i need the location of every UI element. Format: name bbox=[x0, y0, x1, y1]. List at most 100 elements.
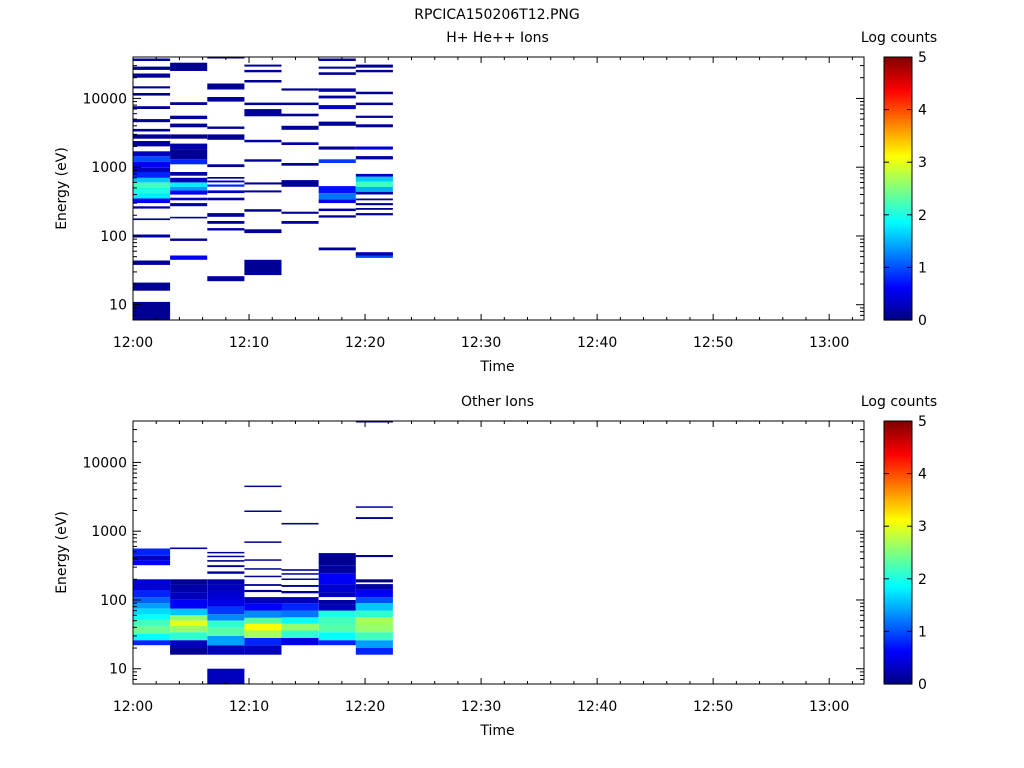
heatmap-cell bbox=[207, 184, 245, 187]
heatmap-cell bbox=[355, 506, 393, 508]
y-tick-label: 1000 bbox=[91, 524, 127, 540]
colorbar-segment bbox=[884, 539, 912, 543]
heatmap-cell bbox=[281, 221, 319, 224]
heatmap-cell bbox=[244, 485, 282, 488]
heatmap-cell bbox=[170, 190, 208, 195]
colorbar-segment bbox=[884, 206, 912, 209]
colorbar-segment bbox=[884, 252, 912, 255]
colorbar-segment bbox=[884, 447, 912, 451]
heatmap-cell bbox=[207, 134, 245, 140]
heatmap-cell bbox=[355, 156, 393, 160]
heatmap-cell bbox=[355, 603, 393, 611]
colorbar-segment bbox=[884, 243, 912, 247]
heatmap-cell bbox=[170, 600, 208, 609]
heatmap-cell bbox=[355, 421, 393, 423]
heatmap-cell bbox=[281, 211, 319, 214]
heatmap-cell bbox=[318, 632, 356, 641]
colorbar-segment bbox=[884, 298, 912, 301]
heatmap-cell bbox=[170, 197, 208, 201]
heatmap-cell bbox=[355, 589, 393, 598]
colorbar-segment bbox=[884, 462, 912, 466]
colorbar-segment bbox=[884, 107, 912, 111]
heatmap-cell bbox=[133, 73, 171, 78]
heatmap-cell bbox=[170, 203, 208, 207]
colorbar-segment bbox=[884, 431, 912, 435]
heatmap-cell bbox=[355, 610, 393, 618]
heatmap-cell bbox=[170, 115, 208, 120]
heatmap-cell bbox=[318, 553, 356, 566]
heatmap-cell bbox=[281, 573, 319, 575]
heatmap-cell bbox=[355, 517, 393, 519]
heatmap-cell bbox=[133, 301, 171, 320]
colorbar-segment bbox=[884, 453, 912, 457]
colorbar-segment bbox=[884, 291, 912, 295]
colorbar-segment bbox=[884, 216, 912, 220]
colorbar-segment bbox=[884, 179, 912, 183]
heatmap-cell bbox=[355, 124, 393, 128]
colorbar-segment bbox=[884, 173, 912, 176]
colorbar-segment bbox=[884, 282, 912, 286]
colorbar-segment bbox=[884, 675, 912, 679]
colorbar-segment bbox=[884, 278, 912, 282]
colorbar-segment bbox=[884, 644, 912, 648]
colorbar-segment bbox=[884, 315, 912, 319]
heatmap-cell bbox=[355, 146, 393, 150]
heatmap-cell bbox=[355, 253, 393, 258]
colorbar-segment bbox=[884, 488, 912, 492]
heatmap-cell bbox=[170, 592, 208, 600]
heatmap-cell bbox=[207, 551, 245, 554]
heatmap-cell bbox=[133, 141, 171, 147]
colorbar-segment bbox=[884, 635, 912, 639]
colorbar-segment bbox=[884, 528, 912, 532]
heatmap-cell bbox=[133, 187, 171, 194]
colorbar-segment bbox=[884, 96, 912, 100]
colorbar-segment bbox=[884, 230, 912, 233]
colorbar-segment bbox=[884, 199, 912, 203]
colorbar-segment bbox=[884, 576, 912, 580]
colorbar-segment bbox=[884, 166, 912, 170]
colorbar-segment bbox=[884, 521, 912, 525]
heatmap-cell bbox=[355, 579, 393, 583]
heatmap-cell bbox=[281, 142, 319, 145]
heatmap-cell bbox=[355, 115, 393, 118]
colorbar-segment bbox=[884, 570, 912, 573]
colorbar-tick-label: 2 bbox=[918, 572, 927, 588]
colorbar-segment bbox=[884, 475, 912, 479]
colorbar-segment bbox=[884, 637, 912, 641]
colorbar-segment bbox=[884, 302, 912, 306]
heatmap-cell bbox=[355, 102, 393, 106]
heatmap-cell bbox=[318, 95, 356, 99]
colorbar-segment bbox=[884, 561, 912, 565]
heatmap-cell bbox=[133, 548, 171, 556]
colorbar-segment bbox=[884, 188, 912, 192]
y-tick-label: 10000 bbox=[82, 455, 127, 471]
heatmap-cell bbox=[244, 190, 282, 193]
colorbar-segment bbox=[884, 78, 912, 82]
colorbar-segment bbox=[884, 425, 912, 429]
colorbar-segment bbox=[884, 225, 912, 229]
heatmap-cell bbox=[355, 198, 393, 201]
x-tick-label: 12:10 bbox=[229, 335, 269, 351]
heatmap-cell bbox=[281, 623, 319, 631]
heatmap-cell bbox=[318, 72, 356, 75]
colorbar-segment bbox=[884, 181, 912, 185]
heatmap-cell bbox=[281, 88, 319, 91]
heatmap-cell bbox=[133, 128, 171, 132]
colorbar-segment bbox=[884, 258, 912, 262]
heatmap-cell bbox=[281, 569, 319, 571]
colorbar-segment bbox=[884, 646, 912, 650]
colorbar-segment bbox=[884, 111, 912, 115]
colorbar-segment bbox=[884, 530, 912, 534]
heatmap-cell bbox=[133, 86, 171, 89]
heatmap-cell bbox=[244, 510, 282, 512]
colorbar-segment bbox=[884, 245, 912, 249]
colorbar-frame bbox=[883, 56, 913, 321]
heatmap-cell bbox=[133, 156, 171, 162]
x-tick-label: 12:20 bbox=[345, 335, 385, 351]
colorbar-segment bbox=[884, 103, 912, 106]
colorbar-segment bbox=[884, 677, 912, 681]
colorbar-segment bbox=[884, 118, 912, 122]
colorbar-segment bbox=[884, 563, 912, 567]
heatmap-cell bbox=[281, 597, 319, 604]
heatmap-cell bbox=[207, 126, 245, 129]
